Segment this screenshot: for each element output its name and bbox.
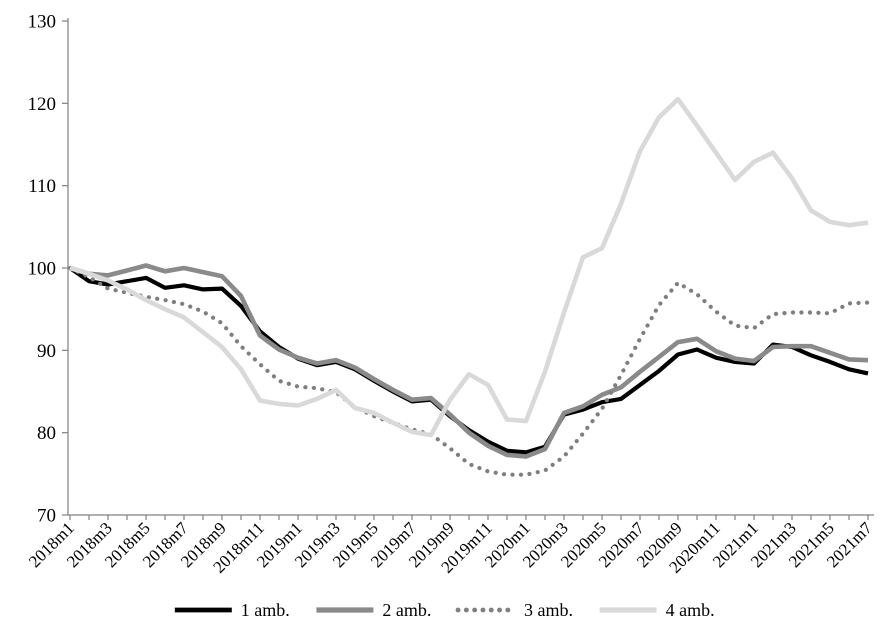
y-tick-label: 110 <box>28 176 56 197</box>
y-tick-label: 90 <box>37 341 56 362</box>
series-line-2-amb <box>69 263 869 459</box>
legend-item-4-amb: 4 amb. <box>599 600 715 620</box>
y-tick-label: 70 <box>37 506 56 527</box>
legend-label: 4 amb. <box>666 600 715 620</box>
y-tick-label: 80 <box>37 423 56 444</box>
legend-item-1-amb: 1 amb. <box>174 600 290 620</box>
legend-label: 1 amb. <box>241 600 290 620</box>
legend-item-3-amb: 3 amb. <box>455 600 573 620</box>
y-tick-label: 100 <box>28 259 57 280</box>
series-line-4-amb <box>69 96 869 438</box>
legend-label: 3 amb. <box>524 600 573 620</box>
legend-item-2-amb: 2 amb. <box>316 600 431 620</box>
y-tick-label: 130 <box>28 12 57 33</box>
series-line-3-amb <box>67 265 871 477</box>
y-tick-label: 120 <box>28 94 57 115</box>
legend-label: 2 amb. <box>382 600 431 620</box>
